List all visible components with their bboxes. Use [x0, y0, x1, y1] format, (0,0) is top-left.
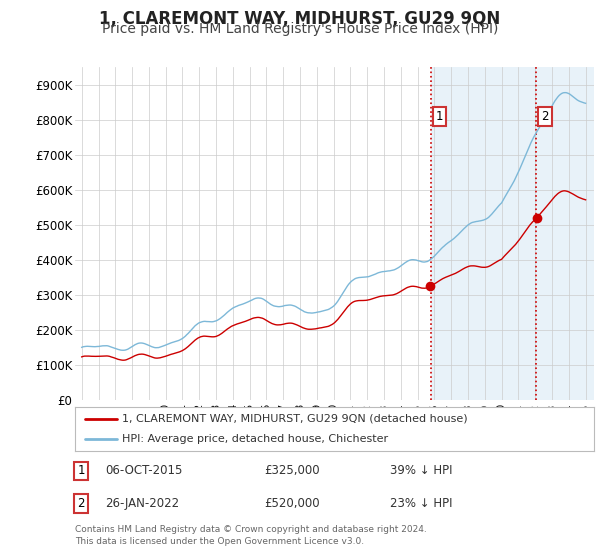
- Text: 1, CLAREMONT WAY, MIDHURST, GU29 9QN: 1, CLAREMONT WAY, MIDHURST, GU29 9QN: [100, 10, 500, 28]
- Text: £520,000: £520,000: [264, 497, 320, 510]
- Text: 39% ↓ HPI: 39% ↓ HPI: [390, 464, 452, 478]
- Text: £325,000: £325,000: [264, 464, 320, 478]
- Text: 2: 2: [541, 110, 549, 123]
- Text: Price paid vs. HM Land Registry's House Price Index (HPI): Price paid vs. HM Land Registry's House …: [102, 22, 498, 36]
- Text: 1, CLAREMONT WAY, MIDHURST, GU29 9QN (detached house): 1, CLAREMONT WAY, MIDHURST, GU29 9QN (de…: [122, 414, 467, 424]
- Text: 06-OCT-2015: 06-OCT-2015: [105, 464, 182, 478]
- Text: 26-JAN-2022: 26-JAN-2022: [105, 497, 179, 510]
- Text: 1: 1: [77, 464, 85, 478]
- Text: Contains HM Land Registry data © Crown copyright and database right 2024.
This d: Contains HM Land Registry data © Crown c…: [75, 525, 427, 546]
- Text: 23% ↓ HPI: 23% ↓ HPI: [390, 497, 452, 510]
- Text: 1: 1: [436, 110, 443, 123]
- Text: HPI: Average price, detached house, Chichester: HPI: Average price, detached house, Chic…: [122, 434, 388, 444]
- Text: 2: 2: [77, 497, 85, 510]
- Bar: [431, 67, 594, 400]
